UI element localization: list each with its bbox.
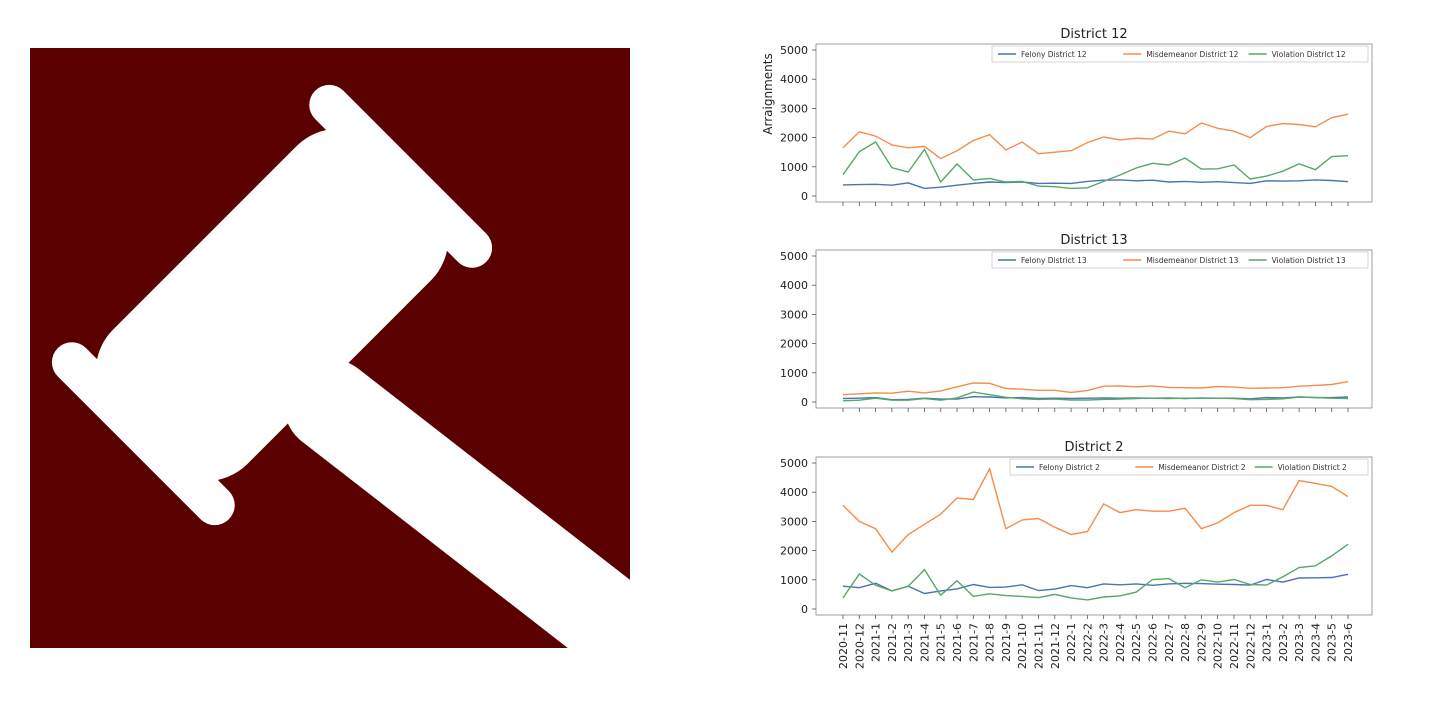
y-tick-label: 2000 — [780, 545, 808, 558]
chart-panel: District 13 0 1000 2000 3000 4000 5000 Felony D… — [780, 233, 1372, 412]
gavel-logo — [30, 48, 630, 648]
y-tick-label: 1000 — [780, 574, 808, 587]
x-tick-label: 2022-7 — [1163, 623, 1176, 662]
legend-label: Felony District 13 — [1021, 256, 1087, 265]
legend-label: Misdemeanor District 2 — [1158, 463, 1245, 472]
y-tick-label: 3000 — [780, 102, 808, 115]
legend-label: Violation District 13 — [1272, 256, 1346, 265]
x-tick-label: 2021-8 — [984, 623, 997, 662]
x-tick-label: 2021-4 — [918, 623, 931, 662]
x-tick-label: 2021-3 — [902, 623, 915, 662]
x-tick-label: 2022-8 — [1179, 623, 1192, 662]
y-tick-label: 4000 — [780, 73, 808, 86]
series-line — [843, 382, 1348, 395]
legend-label: Felony District 2 — [1039, 463, 1100, 472]
x-tick-label: 2022-2 — [1081, 623, 1094, 662]
legend-label: Violation District 2 — [1278, 463, 1347, 472]
x-tick-label: 2021-12 — [1049, 623, 1062, 669]
chart-panel: District 12 0 1000 2000 3000 4000 5000 Felony D… — [761, 27, 1372, 206]
x-tick-label: 2021-5 — [935, 623, 948, 662]
x-tick-label: 2021-7 — [967, 623, 980, 662]
y-tick-label: 2000 — [780, 338, 808, 351]
x-tick-label: 2022-5 — [1130, 623, 1143, 662]
x-tick-label: 2023-5 — [1326, 623, 1339, 662]
series-line — [843, 469, 1348, 552]
chart-title: District 2 — [1064, 440, 1123, 455]
y-tick-label: 0 — [801, 603, 808, 616]
x-tick-label: 2022-6 — [1147, 623, 1160, 662]
x-tick-label: 2021-11 — [1032, 623, 1045, 669]
gavel-icon — [30, 48, 630, 648]
district-line-charts: District 12 0 1000 2000 3000 4000 5000 Felony D… — [740, 20, 1400, 695]
x-tick-label: 2022-9 — [1195, 623, 1208, 662]
x-tick-label: 2020-11 — [837, 623, 850, 669]
y-tick-label: 1000 — [780, 161, 808, 174]
x-tick-label: 2021-2 — [886, 623, 899, 662]
x-tick-label: 2022-3 — [1098, 623, 1111, 662]
x-tick-label: 2021-1 — [870, 623, 883, 662]
legend-label: Felony District 12 — [1021, 50, 1087, 59]
y-tick-label: 3000 — [780, 308, 808, 321]
series-line — [843, 574, 1348, 593]
y-tick-label: 3000 — [780, 515, 808, 528]
legend-label: Misdemeanor District 13 — [1146, 256, 1238, 265]
x-tick-label: 2020-12 — [853, 623, 866, 669]
x-tick-label: 2023-3 — [1293, 623, 1306, 662]
x-tick-label: 2021-10 — [1016, 623, 1029, 669]
x-tick-label: 2021-9 — [1000, 623, 1013, 662]
x-tick-label: 2022-1 — [1065, 623, 1078, 662]
plot-frame — [816, 457, 1372, 615]
x-tick-label: 2022-11 — [1228, 623, 1241, 669]
y-tick-label: 5000 — [780, 457, 808, 470]
x-tick-label: 2023-1 — [1261, 623, 1274, 662]
chart-title: District 13 — [1060, 233, 1127, 248]
chart-title: District 12 — [1060, 27, 1127, 42]
x-tick-label: 2022-12 — [1244, 623, 1257, 669]
legend-label: Misdemeanor District 12 — [1146, 50, 1238, 59]
y-tick-label: 0 — [801, 190, 808, 203]
charts-area: District 12 0 1000 2000 3000 4000 5000 Felony D… — [740, 20, 1400, 695]
x-tick-label: 2021-6 — [951, 623, 964, 662]
plot-frame — [816, 44, 1372, 202]
y-tick-label: 2000 — [780, 132, 808, 145]
y-tick-label: 1000 — [780, 367, 808, 380]
x-tick-label: 2023-4 — [1309, 623, 1322, 662]
plot-frame — [816, 250, 1372, 408]
x-tick-label: 2022-4 — [1114, 623, 1127, 662]
series-line — [843, 392, 1348, 401]
y-tick-label: 0 — [801, 396, 808, 409]
y-tick-label: 5000 — [780, 44, 808, 57]
y-tick-label: 4000 — [780, 279, 808, 292]
y-axis-label: Arraignments — [761, 53, 775, 134]
y-tick-label: 5000 — [780, 250, 808, 263]
x-tick-label: 2023-6 — [1342, 623, 1355, 662]
x-tick-label: 2023-2 — [1277, 623, 1290, 662]
chart-panel: District 2 0 1000 2000 3000 4000 5000 Felony Di… — [780, 440, 1372, 669]
y-tick-label: 4000 — [780, 486, 808, 499]
legend-label: Violation District 12 — [1272, 50, 1346, 59]
series-line — [843, 114, 1348, 158]
x-tick-label: 2022-10 — [1212, 623, 1225, 669]
